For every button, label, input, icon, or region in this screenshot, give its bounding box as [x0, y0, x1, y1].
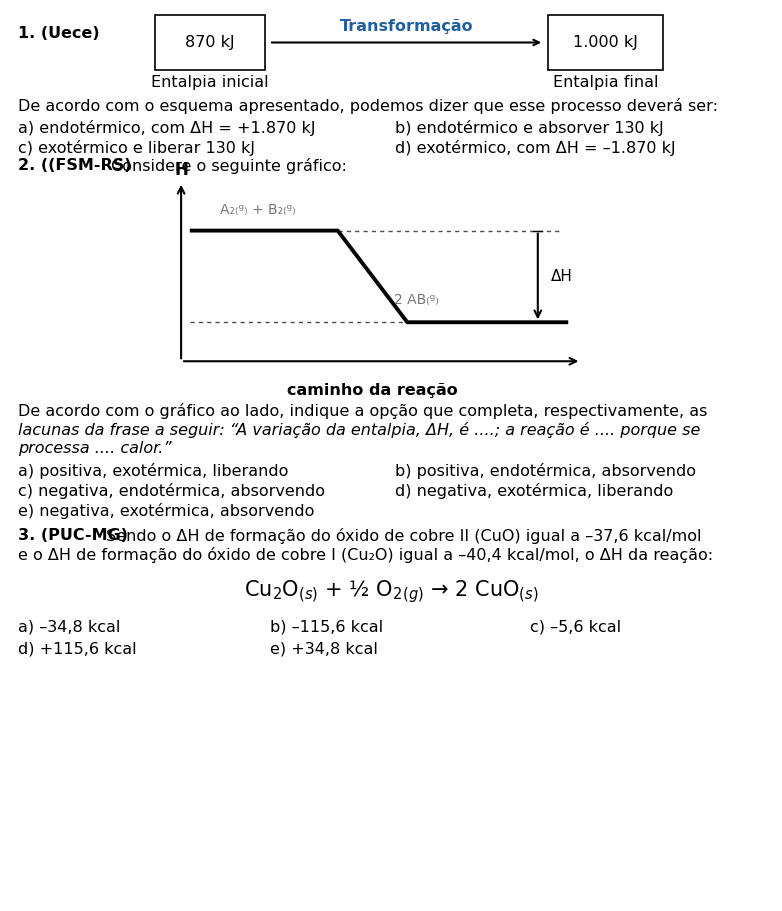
- Text: e o ΔH de formação do óxido de cobre I (Cu₂O) igual a –40,4 kcal/mol, o ΔH da re: e o ΔH de formação do óxido de cobre I (…: [18, 547, 713, 563]
- Text: ΔH: ΔH: [551, 269, 572, 284]
- Text: 2 AB₍ᵍ₎: 2 AB₍ᵍ₎: [394, 293, 439, 307]
- Bar: [548, 15, 663, 70]
- Text: processa .... calor.”: processa .... calor.”: [18, 441, 171, 456]
- Text: a) endotérmico, com ΔH = +1.870 kJ: a) endotérmico, com ΔH = +1.870 kJ: [18, 120, 315, 136]
- Text: Transformação: Transformação: [339, 19, 473, 35]
- Text: Considere o seguinte gráfico:: Considere o seguinte gráfico:: [106, 158, 347, 174]
- Text: b) positiva, endotérmica, absorvendo: b) positiva, endotérmica, absorvendo: [395, 463, 696, 479]
- Text: A₂₍ᵍ₎ + B₂₍ᵍ₎: A₂₍ᵍ₎ + B₂₍ᵍ₎: [221, 203, 296, 218]
- Text: b) –115,6 kcal: b) –115,6 kcal: [270, 620, 383, 635]
- Text: 1. (Uece): 1. (Uece): [18, 26, 99, 41]
- Text: a) positiva, exotérmica, liberando: a) positiva, exotérmica, liberando: [18, 463, 289, 479]
- Text: De acordo com o esquema apresentado, podemos dizer que esse processo deverá ser:: De acordo com o esquema apresentado, pod…: [18, 98, 718, 114]
- Bar: [155, 15, 265, 70]
- Text: d) exotérmico, com ΔH = –1.870 kJ: d) exotérmico, com ΔH = –1.870 kJ: [395, 140, 676, 156]
- Text: Entalpia final: Entalpia final: [553, 75, 658, 90]
- Text: c) negativa, endotérmica, absorvendo: c) negativa, endotérmica, absorvendo: [18, 483, 325, 499]
- Text: b) endotérmico e absorver 130 kJ: b) endotérmico e absorver 130 kJ: [395, 120, 664, 136]
- Text: e) negativa, exotérmica, absorvendo: e) negativa, exotérmica, absorvendo: [18, 503, 314, 519]
- Text: Entalpia inicial: Entalpia inicial: [151, 75, 269, 90]
- Text: c) exotérmico e liberar 130 kJ: c) exotérmico e liberar 130 kJ: [18, 140, 255, 156]
- Text: 870 kJ: 870 kJ: [185, 35, 235, 50]
- Text: d) negativa, exotérmica, liberando: d) negativa, exotérmica, liberando: [395, 483, 673, 499]
- Text: e) +34,8 kcal: e) +34,8 kcal: [270, 642, 378, 657]
- Text: 2. ((FSM-RS): 2. ((FSM-RS): [18, 158, 131, 173]
- Text: Cu$_2$O$_{(s)}$ + ½ O$_2$$_{(g)}$ → 2 CuO$_{(s)}$: Cu$_2$O$_{(s)}$ + ½ O$_2$$_{(g)}$ → 2 Cu…: [244, 578, 538, 605]
- Text: 1.000 kJ: 1.000 kJ: [573, 35, 638, 50]
- Text: d) +115,6 kcal: d) +115,6 kcal: [18, 642, 137, 657]
- Text: Sendo o ΔH de formação do óxido de cobre II (CuO) igual a –37,6 kcal/mol: Sendo o ΔH de formação do óxido de cobre…: [101, 528, 701, 544]
- Text: c) –5,6 kcal: c) –5,6 kcal: [530, 620, 621, 635]
- Text: H: H: [174, 161, 188, 179]
- Text: De acordo com o gráfico ao lado, indique a opção que completa, respectivamente, : De acordo com o gráfico ao lado, indique…: [18, 403, 708, 419]
- Text: caminho da reação: caminho da reação: [287, 383, 458, 398]
- Text: lacunas da frase a seguir: “A variação da entalpia, ΔH, é ....; a reação é .... : lacunas da frase a seguir: “A variação d…: [18, 422, 701, 438]
- Text: 3. (PUC-MG): 3. (PUC-MG): [18, 528, 128, 543]
- Text: a) –34,8 kcal: a) –34,8 kcal: [18, 620, 120, 635]
